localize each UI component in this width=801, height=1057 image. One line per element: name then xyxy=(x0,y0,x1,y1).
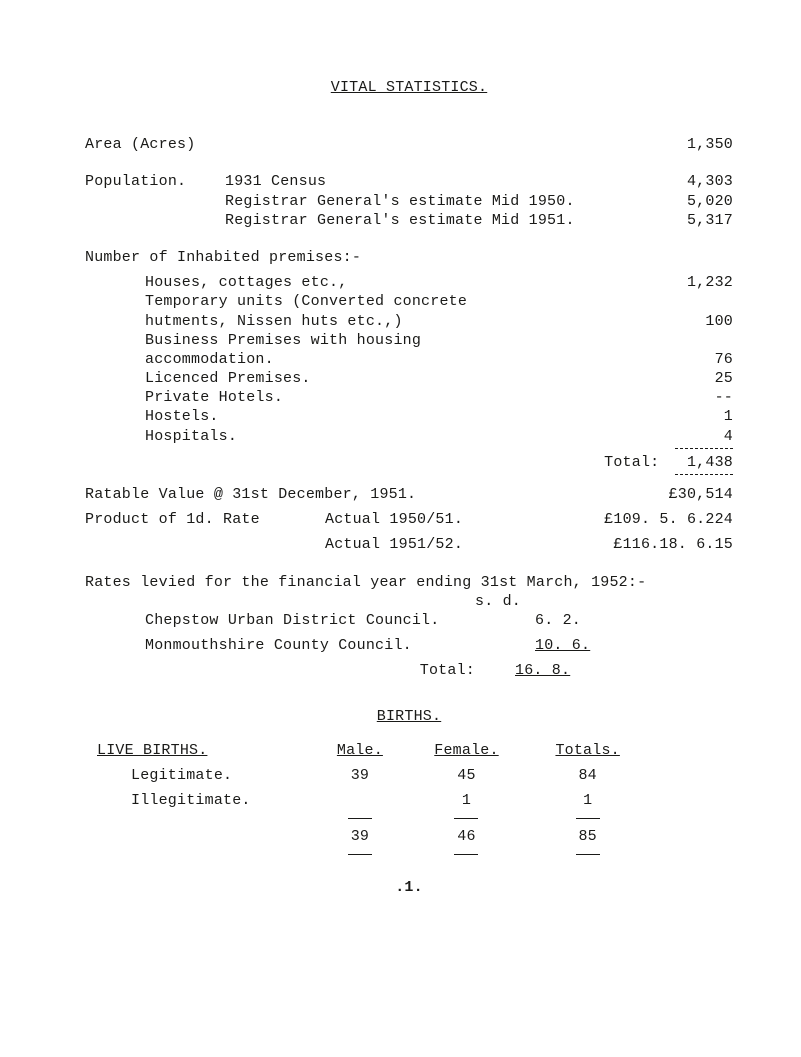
table-row xyxy=(91,849,648,860)
births-r1c1 xyxy=(314,788,406,813)
population-label: Population. xyxy=(85,172,225,191)
premises-row-3: Business Premises with housing xyxy=(85,331,733,350)
premises-val-2: 100 xyxy=(705,312,733,331)
table-row: LIVE BIRTHS. Male. Female. Totals. xyxy=(91,738,648,763)
area-label: Area (Acres) xyxy=(85,135,195,154)
premises-left-1: Temporary units (Converted concrete xyxy=(145,292,467,311)
rates-val-2: 16. 8. xyxy=(515,661,570,680)
page-number: .1. xyxy=(85,878,733,897)
rates-left-1: Monmouthshire County Council. xyxy=(145,636,535,655)
product-row-0: Product of 1d. Rate Actual 1950/51. £109… xyxy=(85,510,733,529)
premises-intro: Number of Inhabited premises:- xyxy=(85,248,733,267)
rule xyxy=(675,474,733,475)
product-mid-0: Actual 1950/51. xyxy=(325,510,583,529)
premises-val-5: 25 xyxy=(715,369,733,388)
table-row: 39 46 85 xyxy=(91,824,648,849)
births-heading: BIRTHS. xyxy=(85,707,733,726)
births-r1c0: Illegitimate. xyxy=(91,788,314,813)
premises-left-8: Hospitals. xyxy=(145,427,237,446)
births-head-2: Female. xyxy=(406,738,527,763)
rates-sd: s. d. xyxy=(85,592,733,611)
premises-total-row: Total: 1,438 xyxy=(85,453,733,472)
ratable-value: £30,514 xyxy=(669,485,733,504)
premises-total-label: Total: xyxy=(604,454,659,471)
table-row xyxy=(91,813,648,824)
premises-val-6: -- xyxy=(715,388,733,407)
births-tot-2: 46 xyxy=(406,824,527,849)
premises-total-value: 1,438 xyxy=(687,454,733,471)
table-row: Legitimate. 39 45 84 xyxy=(91,763,648,788)
rates-sd-label: s. d. xyxy=(475,592,521,611)
rule xyxy=(576,818,600,819)
premises-val-7: 1 xyxy=(724,407,733,426)
product-row-1: Actual 1951/52. £116.18. 6.15 xyxy=(85,535,733,554)
product-label: Product of 1d. Rate xyxy=(85,510,325,529)
rates-row-1: Monmouthshire County Council. 10. 6. xyxy=(85,636,733,655)
rates-left-2: Total: xyxy=(85,661,515,680)
premises-val-8: 4 xyxy=(724,427,733,446)
rates-left-0: Chepstow Urban District Council. xyxy=(145,611,535,630)
premises-row-4: accommodation. 76 xyxy=(85,350,733,369)
area-row: Area (Acres) 1,350 xyxy=(85,135,733,154)
births-r0c1: 39 xyxy=(314,763,406,788)
births-head-0: LIVE BIRTHS. xyxy=(91,738,314,763)
ratable-row: Ratable Value @ 31st December, 1951. £30… xyxy=(85,485,733,504)
premises-row-0: Houses, cottages etc., 1,232 xyxy=(85,273,733,292)
ratable-left: Ratable Value @ 31st December, 1951. xyxy=(85,485,416,504)
page-title: VITAL STATISTICS. xyxy=(85,78,733,97)
population-left-2: Registrar General's estimate Mid 1951. xyxy=(225,211,663,230)
rates-val-1: 10. 6. xyxy=(535,636,590,655)
population-left-1: Registrar General's estimate Mid 1950. xyxy=(225,192,663,211)
premises-left-3: Business Premises with housing xyxy=(145,331,421,350)
premises-val-0: 1,232 xyxy=(687,273,733,292)
rule xyxy=(348,818,372,819)
births-r0c2: 45 xyxy=(406,763,527,788)
rule xyxy=(675,448,733,449)
rates-line1: Rates levied for the financial year endi… xyxy=(85,573,733,592)
premises-val-4: 76 xyxy=(715,350,733,369)
population-row-1: Registrar General's estimate Mid 1950. 5… xyxy=(85,192,733,211)
rates-row-0: Chepstow Urban District Council. 6. 2. xyxy=(85,611,733,630)
product-right-1: £116.18. 6.15 xyxy=(583,535,733,554)
premises-left-4: accommodation. xyxy=(145,350,274,369)
premises-row-7: Hostels. 1 xyxy=(85,407,733,426)
births-r1c3: 1 xyxy=(527,788,648,813)
rates-val-0: 6. 2. xyxy=(535,611,581,630)
premises-row-8: Hospitals. 4 xyxy=(85,427,733,446)
premises-left-6: Private Hotels. xyxy=(145,388,283,407)
rates-row-2: Total: 16. 8. xyxy=(85,661,733,680)
rule xyxy=(576,854,600,855)
table-row: Illegitimate. 1 1 xyxy=(91,788,648,813)
product-mid-1: Actual 1951/52. xyxy=(325,535,583,554)
rule xyxy=(348,854,372,855)
population-row-0: Population. 1931 Census 4,303 xyxy=(85,172,733,191)
rule xyxy=(454,854,478,855)
population-value-1: 5,020 xyxy=(663,192,733,211)
births-r0c3: 84 xyxy=(527,763,648,788)
area-value: 1,350 xyxy=(687,135,733,154)
population-value-2: 5,317 xyxy=(663,211,733,230)
premises-left-5: Licenced Premises. xyxy=(145,369,311,388)
births-tot-1: 39 xyxy=(314,824,406,849)
premises-row-5: Licenced Premises. 25 xyxy=(85,369,733,388)
premises-row-6: Private Hotels. -- xyxy=(85,388,733,407)
births-head-1: Male. xyxy=(314,738,406,763)
births-r0c0: Legitimate. xyxy=(91,763,314,788)
premises-left-0: Houses, cottages etc., xyxy=(145,273,347,292)
product-right-0: £109. 5. 6.224 xyxy=(583,510,733,529)
births-tot-3: 85 xyxy=(527,824,648,849)
population-row-2: Registrar General's estimate Mid 1951. 5… xyxy=(85,211,733,230)
premises-left-2: hutments, Nissen huts etc.,) xyxy=(145,312,403,331)
population-left-0: 1931 Census xyxy=(225,172,663,191)
population-value-0: 4,303 xyxy=(663,172,733,191)
births-table: LIVE BIRTHS. Male. Female. Totals. Legit… xyxy=(91,738,648,861)
rule xyxy=(454,818,478,819)
premises-left-7: Hostels. xyxy=(145,407,219,426)
births-r1c2: 1 xyxy=(406,788,527,813)
premises-row-2: hutments, Nissen huts etc.,) 100 xyxy=(85,312,733,331)
premises-row-1: Temporary units (Converted concrete xyxy=(85,292,733,311)
births-head-3: Totals. xyxy=(527,738,648,763)
